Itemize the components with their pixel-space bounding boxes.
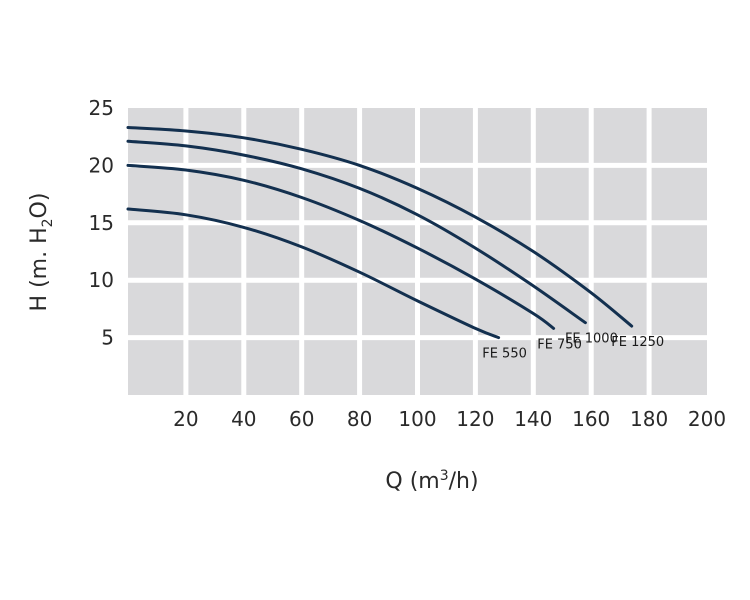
y-axis-label-sub: 2 [40,218,56,227]
x-tick-label: 180 [630,407,668,431]
y-axis-label-main: H (m. H [27,227,52,311]
x-tick-label: 60 [289,407,314,431]
y-tick-label: 10 [89,268,114,292]
series-label-fe-1250: FE 1250 [611,335,664,350]
y-tick-label: 20 [89,153,114,177]
x-tick-label: 20 [173,407,198,431]
y-axis-ticks: 5 10 15 20 25 [89,96,114,350]
series-line-fe-750 [126,163,556,330]
grid-lines [128,108,707,395]
series-line-fe-1250 [126,126,634,328]
x-axis-label-main: Q (m [385,469,439,494]
y-tick-label: 15 [89,211,114,235]
y-axis-label-end: O) [27,193,52,219]
x-tick-label: 200 [688,407,726,431]
x-tick-label: 80 [347,407,372,431]
x-axis-label-end: /h) [449,469,479,494]
x-axis-label-sup: 3 [440,468,449,484]
y-tick-label: 25 [89,96,114,120]
series-line-fe-550 [126,207,501,340]
series-label-fe-1000: FE 1000 [565,332,618,347]
x-axis-label: Q (m3/h) [385,468,478,494]
x-tick-label: 100 [398,407,436,431]
x-tick-label: 160 [572,407,610,431]
x-tick-label: 140 [514,407,552,431]
series-curves [126,126,634,340]
x-tick-label: 120 [456,407,494,431]
y-tick-label: 5 [101,326,114,350]
x-axis-ticks: 20 40 60 80 100 120 140 160 180 200 [173,407,726,431]
y-axis-label: H (m. H2O) [27,193,56,312]
x-tick-label: 40 [231,407,256,431]
series-label-fe-550: FE 550 [482,347,527,362]
series-label-fe-750: FE 750 [537,337,582,352]
series-line-fe-1000 [126,139,587,325]
